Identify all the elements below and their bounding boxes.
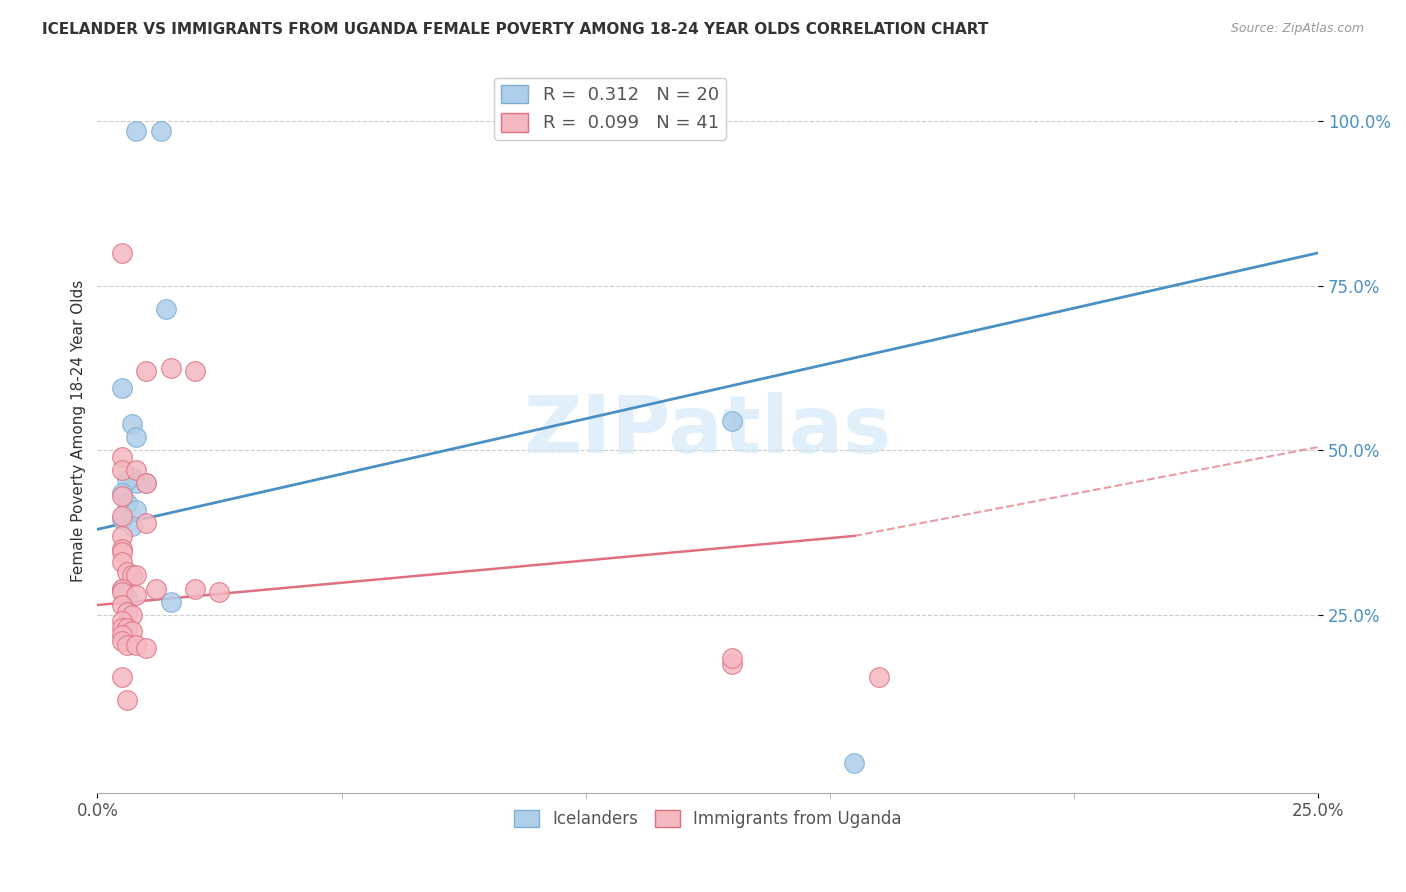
Point (111, 628, 134, 642)
Point (208, 585, 231, 599)
Point (115, 473, 138, 487)
Point (868, 670, 890, 684)
Point (125, 638, 148, 652)
Point (721, 650, 744, 665)
Point (121, 607, 143, 622)
Point (125, 430, 148, 444)
Point (159, 595, 181, 609)
Point (721, 657, 744, 672)
Point (121, 469, 143, 483)
Point (145, 582, 167, 596)
Point (115, 693, 138, 707)
Point (115, 496, 138, 510)
Point (135, 364, 157, 378)
Text: ICELANDER VS IMMIGRANTS FROM UGANDA FEMALE POVERTY AMONG 18-24 YEAR OLDS CORRELA: ICELANDER VS IMMIGRANTS FROM UGANDA FEMA… (42, 22, 988, 37)
Point (721, 414, 744, 428)
Point (111, 542, 134, 557)
Text: Source: ZipAtlas.com: Source: ZipAtlas.com (1230, 22, 1364, 36)
Point (111, 545, 134, 559)
Point (184, 364, 207, 378)
Point (111, 245, 134, 260)
Point (125, 588, 148, 602)
Point (111, 463, 134, 477)
Point (135, 476, 157, 491)
Point (111, 634, 134, 648)
Text: ZIPatlas: ZIPatlas (523, 392, 891, 469)
Point (115, 605, 138, 619)
Point (111, 555, 134, 569)
Point (159, 361, 181, 376)
Point (111, 598, 134, 612)
Point (125, 476, 148, 491)
Point (111, 582, 134, 596)
Point (111, 490, 134, 504)
Point (121, 519, 143, 533)
Legend: Icelanders, Immigrants from Uganda: Icelanders, Immigrants from Uganda (508, 804, 908, 835)
Point (135, 640, 157, 655)
Point (111, 529, 134, 543)
Point (111, 509, 134, 524)
Point (121, 568, 143, 582)
Point (111, 670, 134, 684)
Point (111, 621, 134, 635)
Point (111, 585, 134, 599)
Point (115, 591, 138, 606)
Point (125, 463, 148, 477)
Point (135, 516, 157, 530)
Point (111, 615, 134, 629)
Point (125, 502, 148, 516)
Point (844, 756, 866, 770)
Point (125, 568, 148, 582)
Point (155, 301, 177, 316)
Point (135, 476, 157, 491)
Point (121, 417, 143, 431)
Y-axis label: Female Poverty Among 18-24 Year Olds: Female Poverty Among 18-24 Year Olds (72, 279, 86, 582)
Point (121, 624, 143, 639)
Point (184, 582, 207, 596)
Point (111, 450, 134, 464)
Point (115, 565, 138, 579)
Point (115, 638, 138, 652)
Point (115, 621, 138, 635)
Point (111, 486, 134, 500)
Point (111, 582, 134, 596)
Point (149, 124, 172, 138)
Point (111, 512, 134, 526)
Point (125, 124, 148, 138)
Point (111, 381, 134, 395)
